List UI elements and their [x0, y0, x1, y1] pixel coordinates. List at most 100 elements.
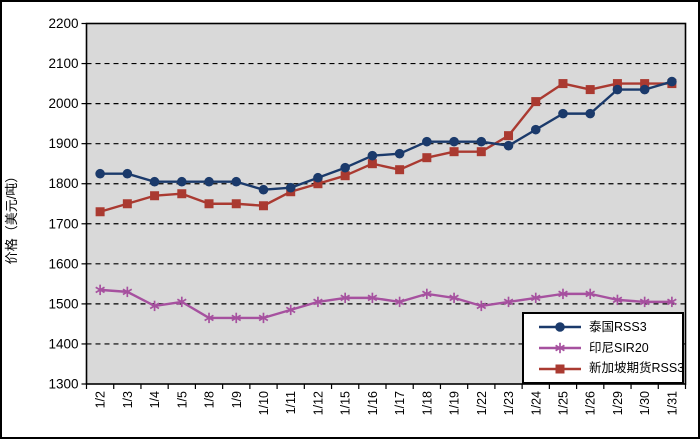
y-axis-label: 1700	[48, 216, 78, 231]
data-point-marker	[449, 136, 459, 147]
x-axis-label: 1/26	[584, 391, 598, 415]
data-point-marker	[204, 312, 214, 324]
data-point-marker	[95, 168, 105, 179]
series-square	[95, 79, 677, 217]
data-point-marker	[231, 199, 241, 209]
data-point-marker	[340, 162, 350, 173]
data-point-marker	[503, 296, 514, 308]
x-axis-label: 1/15	[339, 391, 353, 415]
data-point-marker	[555, 322, 565, 333]
data-point-marker	[503, 140, 514, 151]
data-point-marker	[555, 364, 565, 374]
data-point-marker	[176, 296, 187, 308]
legend-item-singapore-futures-rss3: 新加坡期货RSS3	[538, 362, 684, 375]
x-axis-label: 1/10	[257, 391, 271, 415]
data-point-marker	[176, 176, 187, 187]
data-point-marker	[95, 207, 105, 217]
legend-marker-circle-icon	[539, 322, 581, 333]
data-point-marker	[667, 76, 677, 87]
legend-label: 新加坡期货RSS3	[589, 361, 685, 376]
y-axis-label: 2200	[48, 16, 78, 31]
data-point-marker	[504, 131, 514, 141]
x-axis-label: 1/5	[175, 391, 189, 408]
y-axis-label: 2000	[48, 96, 78, 111]
legend-marker-square-icon	[539, 364, 581, 374]
data-point-marker	[95, 284, 105, 296]
x-axis-label: 1/24	[529, 391, 543, 415]
y-axis-label: 1300	[48, 377, 78, 392]
data-point-marker	[449, 292, 459, 304]
series-circle	[95, 76, 677, 195]
legend-label: 泰国RSS3	[589, 320, 647, 335]
x-axis-label: 1/30	[638, 391, 652, 415]
x-axis-label: 1/17	[393, 391, 407, 415]
data-point-marker	[585, 288, 596, 300]
series-line	[99, 82, 672, 213]
data-point-marker	[558, 108, 568, 119]
data-point-marker	[231, 312, 242, 324]
data-point-marker	[258, 201, 268, 211]
series-line	[100, 80, 673, 191]
data-point-marker	[612, 294, 623, 306]
x-axis-label: 1/18	[420, 391, 434, 415]
data-point-marker	[585, 108, 596, 119]
series-line	[100, 288, 672, 320]
y-axis-label: 1600	[48, 256, 78, 271]
x-axis-label: 1/4	[148, 391, 162, 408]
data-point-marker	[204, 199, 214, 209]
x-axis-label: 1/9	[230, 391, 244, 408]
data-point-marker	[149, 300, 160, 312]
x-axis-label: 1/22	[475, 391, 489, 415]
y-axis-label: 1500	[48, 296, 78, 311]
y-axis-label: 1800	[48, 176, 78, 191]
x-axis-label: 1/2	[94, 391, 108, 408]
data-point-marker	[422, 153, 432, 163]
x-axis-label: 1/25	[556, 391, 570, 415]
series-asterisk	[95, 284, 677, 324]
data-point-marker	[313, 296, 323, 308]
data-point-marker	[285, 304, 296, 316]
y-axis-label: 1900	[48, 136, 78, 151]
x-axis-label: 1/23	[502, 391, 516, 415]
y-axis-label: 2100	[48, 56, 78, 71]
data-point-marker	[258, 312, 269, 324]
x-axis-label: 1/29	[611, 391, 625, 415]
data-point-marker	[639, 296, 650, 308]
data-point-marker	[177, 189, 187, 199]
data-point-marker	[531, 97, 541, 107]
data-point-marker	[122, 168, 133, 179]
x-axis-label: 1/31	[665, 391, 679, 415]
data-point-marker	[150, 191, 160, 201]
data-point-marker	[558, 288, 568, 300]
data-point-marker	[422, 288, 432, 300]
data-point-marker	[530, 124, 541, 135]
chart-legend: 泰国RSS3 印尼SIR20 新加坡期货RSS3	[522, 312, 684, 384]
data-point-marker	[555, 342, 565, 354]
data-point-marker	[122, 286, 133, 298]
x-axis-label: 1/8	[203, 391, 217, 408]
data-point-marker	[394, 296, 405, 308]
x-axis-label: 1/3	[121, 391, 135, 408]
data-point-marker	[340, 292, 350, 304]
legend-label: 印尼SIR20	[589, 340, 649, 355]
legend-marker-asterisk-icon	[539, 342, 581, 354]
data-point-marker	[394, 148, 405, 159]
data-point-marker	[585, 85, 595, 95]
data-point-marker	[395, 165, 405, 175]
data-point-marker	[558, 79, 568, 89]
data-point-marker	[285, 182, 296, 193]
legend-item-thailand-rss3: 泰国RSS3	[538, 321, 680, 334]
data-point-marker	[476, 300, 487, 312]
x-axis-label: 1/11	[284, 391, 298, 414]
x-axis-label: 1/16	[366, 391, 380, 415]
data-point-marker	[639, 84, 650, 95]
data-point-marker	[530, 292, 541, 304]
x-axis-label: 1/12	[311, 391, 325, 415]
data-point-marker	[122, 199, 132, 209]
data-point-marker	[367, 292, 378, 304]
data-point-marker	[258, 184, 269, 195]
data-point-marker	[476, 136, 487, 147]
data-point-marker	[340, 171, 350, 181]
